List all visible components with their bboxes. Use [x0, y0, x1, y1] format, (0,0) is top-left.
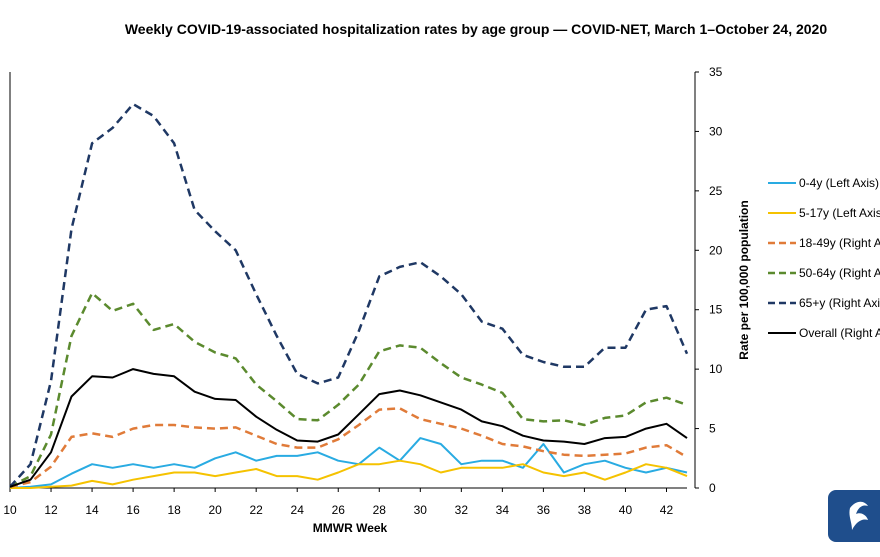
series-layer [9, 102, 689, 489]
series-line-1 [9, 437, 688, 489]
y-tick-label: 15 [709, 303, 723, 317]
x-tick-label: 38 [578, 503, 592, 517]
legend-label: 0-4y (Left Axis) [799, 176, 879, 190]
y-tick-label: 5 [709, 422, 716, 436]
series-line-4 [9, 291, 688, 488]
x-tick-label: 12 [44, 503, 58, 517]
legend-label: 65+y (Right Axis) [799, 296, 880, 310]
x-tick-label: 10 [3, 503, 17, 517]
y-tick-label: 20 [709, 243, 723, 257]
legend-label: 18-49y (Right Axis) [799, 236, 880, 250]
x-tick-label: 18 [167, 503, 181, 517]
legend: 0-4y (Left Axis) 5-17y (Left Axis) 18-49y … [768, 176, 880, 340]
x-tick-label: 20 [208, 503, 222, 517]
y-axis-title-right: Rate per 100,000 population [737, 200, 751, 359]
y-tick-label: 0 [709, 481, 716, 495]
legend-label: Overall (Right Axis) [799, 326, 880, 340]
x-tick-label: 14 [85, 503, 99, 517]
series-line-3 [9, 407, 688, 489]
hhs-logo [828, 490, 880, 542]
x-tick-label: 36 [537, 503, 551, 517]
x-tick-label: 42 [660, 503, 674, 517]
axes: 10 12 14 16 18 20 22 24 26 28 30 32 34 36 38 40 42 0 5 10 15… [3, 65, 722, 517]
y-tick-label: 30 [709, 124, 723, 138]
legend-label: 5-17y (Left Axis) [799, 206, 880, 220]
x-tick-label: 16 [126, 503, 140, 517]
legend-label: 50-64y (Right Axis) [799, 266, 880, 280]
x-tick-label: 22 [250, 503, 264, 517]
x-tick-label: 34 [496, 503, 510, 517]
x-tick-label: 30 [414, 503, 428, 517]
x-tick-label: 32 [455, 503, 469, 517]
y-tick-label: 35 [709, 65, 723, 79]
hhs-eagle-icon [849, 501, 868, 530]
y-tick-label: 10 [709, 362, 723, 376]
x-axis-title: MMWR Week [313, 521, 388, 535]
y-tick-label: 25 [709, 184, 723, 198]
series-line-5 [9, 102, 689, 488]
x-tick-label: 28 [373, 503, 387, 517]
chart-title: Weekly COVID-19-associated hospitalizati… [125, 21, 828, 37]
x-tick-label: 26 [332, 503, 346, 517]
x-tick-label: 40 [619, 503, 633, 517]
series-line-6 [9, 368, 688, 488]
series-line-2 [10, 459, 688, 489]
x-tick-label: 24 [291, 503, 305, 517]
